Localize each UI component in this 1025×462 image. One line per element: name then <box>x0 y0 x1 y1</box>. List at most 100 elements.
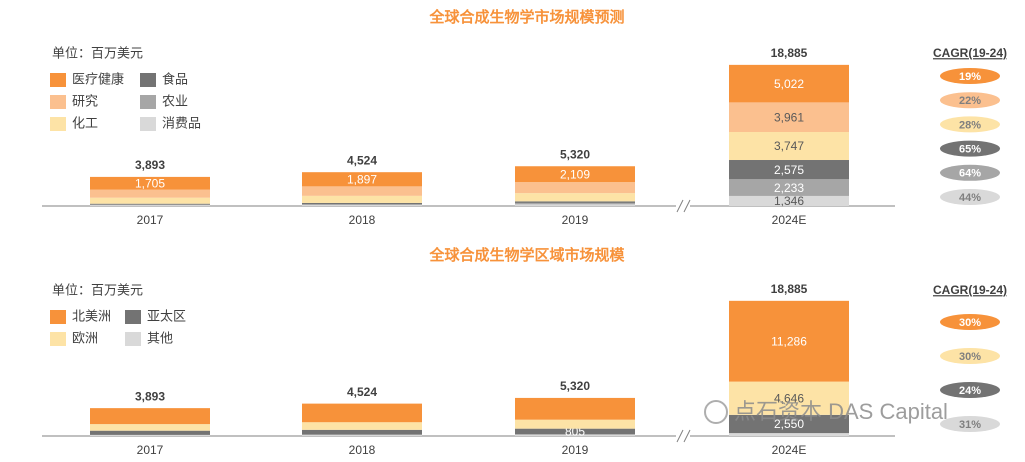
bar-segment <box>729 102 849 133</box>
legend-swatch <box>50 310 66 324</box>
cagr-pill <box>940 140 1000 157</box>
bar-segment <box>515 166 635 183</box>
total-label: 18,885 <box>771 282 808 296</box>
bar-segment <box>729 195 849 206</box>
legend-swatch <box>140 73 156 87</box>
watermark-icon <box>704 400 728 424</box>
bar-segment <box>729 160 849 180</box>
total-label: 3,893 <box>135 158 165 172</box>
bar-segment <box>302 429 422 435</box>
cagr-pill <box>940 68 1000 84</box>
bar-segment <box>90 434 210 436</box>
cagr-pill <box>940 92 1000 109</box>
cagr-pill <box>940 164 1000 181</box>
legend-swatch <box>50 332 66 346</box>
bar-segment <box>90 176 210 190</box>
bar-segment <box>515 204 635 206</box>
legend-label: 其他 <box>147 330 173 345</box>
axis-break <box>683 199 691 213</box>
value-label: 2,575 <box>774 163 804 177</box>
cagr-label: 31% <box>959 419 981 431</box>
total-label: 18,885 <box>771 46 808 60</box>
cagr-title: CAGR(19-24) <box>933 283 1007 297</box>
cagr-pill <box>940 348 1000 364</box>
cagr-pill <box>940 116 1000 133</box>
x-tick-label: 2019 <box>562 213 589 227</box>
cagr-label: 19% <box>959 71 981 83</box>
cagr-label: 24% <box>959 385 981 397</box>
cagr-pill <box>940 189 1000 205</box>
axis-break <box>676 199 684 213</box>
value-label: 2,550 <box>774 417 804 431</box>
bar-segment <box>515 397 635 420</box>
value-label: 1,705 <box>135 176 165 190</box>
x-tick-label: 2018 <box>349 213 376 227</box>
bar-segment <box>729 414 849 434</box>
total-label: 5,320 <box>560 379 590 393</box>
unit-label: 单位：百万美元 <box>52 282 143 297</box>
bar-segment <box>302 403 422 423</box>
legend-label: 亚太区 <box>147 308 186 323</box>
bar-segment <box>302 422 422 430</box>
bar-segment <box>515 182 635 194</box>
value-label: 2,233 <box>774 181 804 195</box>
legend-label: 医疗健康 <box>72 71 124 86</box>
legend-swatch <box>50 95 66 109</box>
x-tick-label: 2024E <box>772 213 807 227</box>
cagr-pill <box>940 314 1000 330</box>
bar-segment <box>515 419 635 429</box>
bar-segment <box>302 202 422 205</box>
value-label: 5,022 <box>774 77 804 91</box>
value-label: 1,897 <box>347 172 377 186</box>
legend-swatch <box>50 73 66 87</box>
cagr-label: 30% <box>959 317 981 329</box>
axis-break-gap <box>676 200 690 212</box>
chart-title: 全球合成生物学区域市场规模 <box>428 246 625 264</box>
legend-label: 研究 <box>72 93 98 108</box>
x-tick-label: 2017 <box>137 213 164 227</box>
cagr-label: 30% <box>959 351 981 363</box>
bar-segment <box>90 424 210 431</box>
legend-label: 食品 <box>162 71 188 86</box>
value-label: 2,109 <box>560 167 590 181</box>
total-label: 4,524 <box>347 385 377 399</box>
legend-swatch <box>50 117 66 131</box>
cagr-label: 28% <box>959 119 981 131</box>
bar-segment <box>729 300 849 382</box>
legend-label: 北美洲 <box>72 308 111 323</box>
cagr-label: 22% <box>959 95 981 107</box>
cagr-label: 64% <box>959 168 981 180</box>
x-tick-label: 2018 <box>349 443 376 457</box>
total-label: 5,320 <box>560 147 590 161</box>
value-label: 1,346 <box>774 194 804 208</box>
total-label: 4,524 <box>347 153 377 167</box>
chart-title: 全球合成生物学市场规模预测 <box>428 8 624 26</box>
bar-segment <box>729 381 849 415</box>
watermark: 点石资本 DAS Capital <box>734 399 948 424</box>
bar-segment <box>90 203 210 205</box>
bar-segment <box>302 434 422 436</box>
cagr-pill <box>940 382 1000 398</box>
legend-label: 农业 <box>162 93 188 108</box>
cagr-pill <box>940 416 1000 432</box>
bar-segment <box>90 197 210 204</box>
legend-label: 消费品 <box>162 115 201 130</box>
bar-segment <box>729 64 849 103</box>
legend-swatch <box>140 117 156 131</box>
legend-swatch <box>125 310 141 324</box>
legend-swatch <box>125 332 141 346</box>
bar-segment <box>729 132 849 161</box>
bar-segment <box>515 428 635 435</box>
bar-segment <box>90 189 210 198</box>
bar-segment <box>90 430 210 435</box>
x-tick-label: 2017 <box>137 443 164 457</box>
bar-segment <box>90 408 210 425</box>
value-label: 11,286 <box>771 334 807 348</box>
x-tick-label: 2024E <box>772 443 807 457</box>
bar-segment <box>302 195 422 203</box>
axis-break <box>676 429 684 443</box>
cagr-label: 65% <box>959 144 981 156</box>
bar-segment <box>729 179 849 196</box>
cagr-label: 44% <box>959 192 981 204</box>
